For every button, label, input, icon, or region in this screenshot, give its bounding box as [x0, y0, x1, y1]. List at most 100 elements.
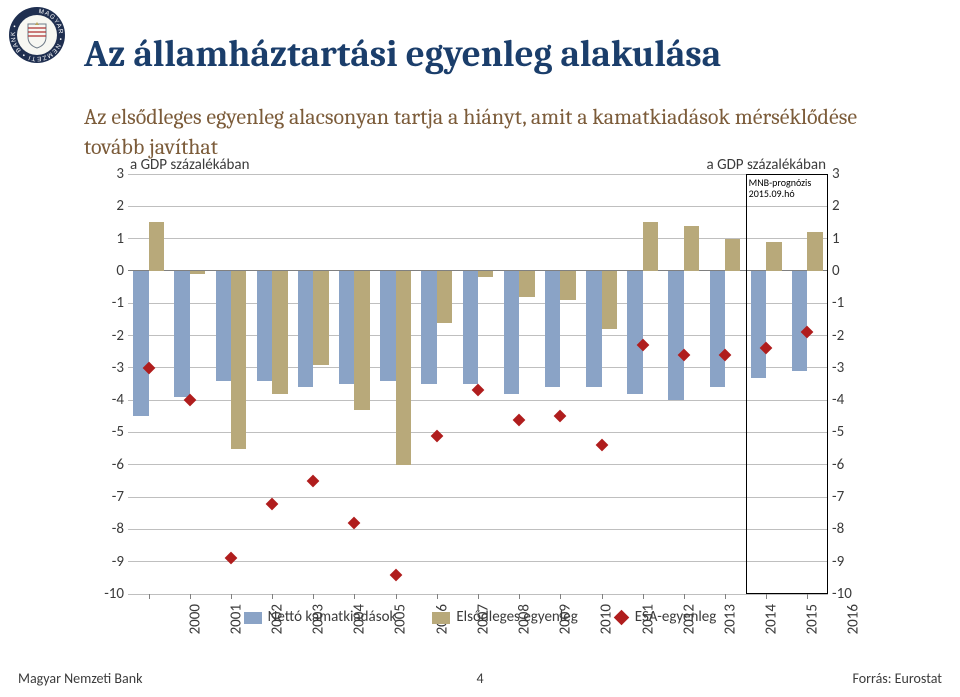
bar-elsődleges-egyenleg: [354, 271, 369, 410]
x-tick: [519, 594, 520, 599]
gridline: [128, 497, 828, 498]
marker-esa-egyenleg: [595, 439, 608, 452]
y-tick-label: 3: [88, 165, 124, 183]
y-axis-right: -10-9-8-7-6-5-4-3-2-10123: [832, 174, 868, 594]
plot-area: MNB-prognózis 2015.09.hó: [128, 174, 828, 594]
bar-elsődleges-egyenleg: [725, 239, 740, 271]
y-tick-label: -6: [88, 456, 124, 474]
axis-title-left: a GDP százalékában: [130, 156, 249, 174]
gridline: [128, 174, 828, 175]
bar-elsődleges-egyenleg: [602, 271, 617, 329]
legend-swatch: [432, 612, 450, 624]
y-tick-label: -4: [832, 391, 868, 409]
gridline: [128, 206, 828, 207]
bar-nettó-kamatkiadások: [545, 271, 560, 387]
bar-nettó-kamatkiadások: [668, 271, 683, 400]
y-tick-label: 2: [88, 197, 124, 215]
gridline: [128, 238, 828, 239]
slide: { "slide": { "title": "Az államháztartás…: [0, 0, 960, 697]
y-tick-label: -7: [88, 488, 124, 506]
y-tick-label: -9: [832, 553, 868, 571]
x-tick: [766, 594, 767, 599]
x-tick: [643, 594, 644, 599]
y-axis-left: -10-9-8-7-6-5-4-3-2-10123: [88, 174, 124, 594]
bar-elsődleges-egyenleg: [519, 271, 534, 297]
bar-elsődleges-egyenleg: [437, 271, 452, 323]
y-tick-label: 0: [832, 262, 868, 280]
marker-esa-egyenleg: [225, 552, 238, 565]
y-tick-label: -6: [832, 456, 868, 474]
marker-esa-egyenleg: [472, 384, 485, 397]
x-tick: [313, 594, 314, 599]
bar-elsődleges-egyenleg: [231, 271, 246, 449]
bar-elsődleges-egyenleg: [396, 271, 411, 465]
x-tick: [560, 594, 561, 599]
slide-subtitle: Az elsődleges egyenleg alacsonyan tartja…: [84, 102, 920, 162]
bar-elsődleges-egyenleg: [190, 271, 205, 274]
marker-esa-egyenleg: [348, 517, 361, 530]
bar-nettó-kamatkiadások: [298, 271, 313, 387]
x-tick: [190, 594, 191, 599]
bar-nettó-kamatkiadások: [504, 271, 519, 394]
y-tick-label: -5: [88, 423, 124, 441]
y-tick-label: -10: [832, 585, 868, 603]
x-tick: [354, 594, 355, 599]
legend-diamond-icon: [613, 610, 629, 626]
axis-title-right: a GDP százalékában: [707, 156, 826, 174]
marker-esa-egyenleg: [307, 475, 320, 488]
y-tick-label: -2: [88, 327, 124, 345]
x-tick: [807, 594, 808, 599]
bar-nettó-kamatkiadások: [257, 271, 272, 381]
bar-nettó-kamatkiadások: [627, 271, 642, 394]
y-tick-label: -3: [832, 359, 868, 377]
gridline: [128, 464, 828, 465]
bar-nettó-kamatkiadások: [586, 271, 601, 387]
y-tick-label: 1: [832, 230, 868, 248]
bar-elsődleges-egyenleg: [313, 271, 328, 365]
y-tick-label: -3: [88, 359, 124, 377]
mnb-logo: MAGYAR • NEMZETI • BANK •: [8, 6, 66, 64]
bar-elsődleges-egyenleg: [149, 222, 164, 270]
y-tick-label: 1: [88, 230, 124, 248]
x-tick: [602, 594, 603, 599]
y-tick-label: -8: [88, 520, 124, 538]
y-tick-label: -7: [832, 488, 868, 506]
x-tick: [272, 594, 273, 599]
bar-elsődleges-egyenleg: [478, 271, 493, 277]
legend-label: ESA-egyenleg: [635, 608, 717, 626]
marker-esa-egyenleg: [389, 568, 402, 581]
bar-nettó-kamatkiadások: [380, 271, 395, 381]
chart: a GDP százalékában a GDP százalékában -1…: [128, 174, 828, 594]
y-tick-label: -2: [832, 327, 868, 345]
marker-esa-egyenleg: [513, 413, 526, 426]
bar-elsődleges-egyenleg: [560, 271, 575, 300]
legend: Nettó kamatkiadások Elsődleges egyenleg ES…: [0, 608, 960, 626]
bar-elsődleges-egyenleg: [807, 232, 822, 271]
legend-label: Elsődleges egyenleg: [456, 608, 577, 626]
x-tick: [478, 594, 479, 599]
bar-nettó-kamatkiadások: [174, 271, 189, 397]
bar-nettó-kamatkiadások: [421, 271, 436, 384]
y-tick-label: -4: [88, 391, 124, 409]
bar-nettó-kamatkiadások: [710, 271, 725, 387]
legend-swatch: [244, 612, 262, 624]
x-tick: [725, 594, 726, 599]
bar-elsődleges-egyenleg: [272, 271, 287, 394]
bar-nettó-kamatkiadások: [339, 271, 354, 384]
x-tick: [231, 594, 232, 599]
bar-elsődleges-egyenleg: [766, 242, 781, 271]
y-tick-label: 2: [832, 197, 868, 215]
y-tick-label: -10: [88, 585, 124, 603]
legend-label: Nettó kamatkiadások: [268, 608, 397, 626]
bar-elsődleges-egyenleg: [684, 226, 699, 271]
footer-page-number: 4: [0, 670, 960, 687]
y-tick-label: 0: [88, 262, 124, 280]
bar-nettó-kamatkiadások: [463, 271, 478, 384]
slide-title: Az államháztartási egyenleg alakulása: [84, 33, 721, 77]
legend-item: ESA-egyenleg: [614, 608, 717, 626]
footer-source: Forrás: Eurostat: [852, 670, 942, 687]
legend-item: Elsődleges egyenleg: [432, 608, 577, 626]
y-tick-label: -8: [832, 520, 868, 538]
y-tick-label: 3: [832, 165, 868, 183]
x-tick: [437, 594, 438, 599]
